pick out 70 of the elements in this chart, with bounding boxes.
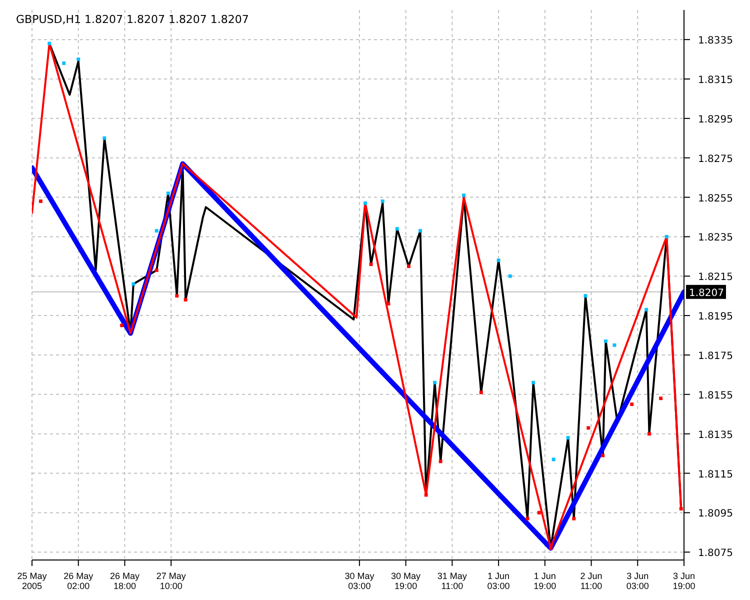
x-tick-label: 31 May 11:00 xyxy=(437,571,468,591)
y-tick-label: 1.8195 xyxy=(698,312,733,323)
y-tick-label: 1.8095 xyxy=(698,508,733,520)
point xyxy=(644,308,648,312)
chart-title: GBPUSD,H1 1.8207 1.8207 1.8207 1.8207 xyxy=(16,13,249,26)
y-tick-label: 1.8275 xyxy=(698,154,733,165)
y-tick-label: 1.8315 xyxy=(698,74,733,86)
point xyxy=(601,454,605,458)
point xyxy=(184,298,188,302)
y-tick-label: 1.8175 xyxy=(698,350,733,362)
y-tick-label: 1.8235 xyxy=(698,232,733,244)
point xyxy=(424,493,428,497)
point xyxy=(154,229,158,233)
x-tick-label: 1 Jun 19:00 xyxy=(534,571,556,591)
point xyxy=(526,516,530,520)
point xyxy=(548,546,552,550)
point xyxy=(76,58,80,62)
point xyxy=(612,343,616,347)
point xyxy=(572,516,576,520)
y-tick-label: 1.8215 xyxy=(698,272,733,284)
point xyxy=(679,507,683,510)
x-tick-label: 3 Jun 19:00 xyxy=(672,571,696,591)
point xyxy=(584,294,588,298)
x-tick-label: 30 May 03:00 xyxy=(344,571,375,591)
point xyxy=(166,192,170,196)
point xyxy=(62,61,66,65)
x-tick-label: 2 Jun 11:00 xyxy=(580,571,602,591)
point xyxy=(586,426,590,430)
point xyxy=(664,234,668,238)
point xyxy=(120,324,124,328)
point xyxy=(418,229,422,233)
point xyxy=(395,227,399,231)
ref-line-label: 1.8207 xyxy=(689,288,724,299)
y-tick-label: 1.8155 xyxy=(698,390,733,402)
point xyxy=(479,390,483,394)
point xyxy=(369,262,373,266)
y-tick-label: 1.8255 xyxy=(698,193,733,204)
point xyxy=(532,380,536,384)
point xyxy=(647,432,651,436)
x-tick-label: 25 May 2005 xyxy=(17,571,48,591)
x-tick-label: 3 Jun 03:00 xyxy=(626,571,649,591)
y-tick-label: 1.8135 xyxy=(698,430,733,441)
x-tick-label: 30 May 19:00 xyxy=(391,571,422,591)
point xyxy=(154,268,158,272)
point xyxy=(102,136,106,140)
point xyxy=(566,436,570,440)
x-tick-label: 27 May 10:00 xyxy=(156,571,186,591)
y-tick-label: 1.8075 xyxy=(698,548,733,560)
point xyxy=(433,380,437,384)
y-tick-label: 1.8335 xyxy=(698,36,733,47)
point xyxy=(496,258,500,262)
point xyxy=(364,201,367,205)
point xyxy=(508,274,512,278)
point xyxy=(438,460,442,464)
x-tick-label: 26 May 18:00 xyxy=(110,571,140,591)
point xyxy=(604,339,608,343)
point xyxy=(38,199,42,203)
point xyxy=(380,199,384,203)
y-tick-label: 1.8115 xyxy=(698,469,733,480)
point xyxy=(406,264,410,268)
point xyxy=(175,294,179,298)
point xyxy=(386,302,390,306)
x-tick-label: 1 Jun 03:00 xyxy=(487,571,510,591)
point xyxy=(630,402,634,406)
point xyxy=(659,396,663,400)
x-tick-label: 26 May 02:00 xyxy=(64,571,94,591)
point xyxy=(552,458,556,462)
point xyxy=(537,510,541,514)
point xyxy=(462,194,466,198)
y-tick-label: 1.8295 xyxy=(698,114,733,126)
